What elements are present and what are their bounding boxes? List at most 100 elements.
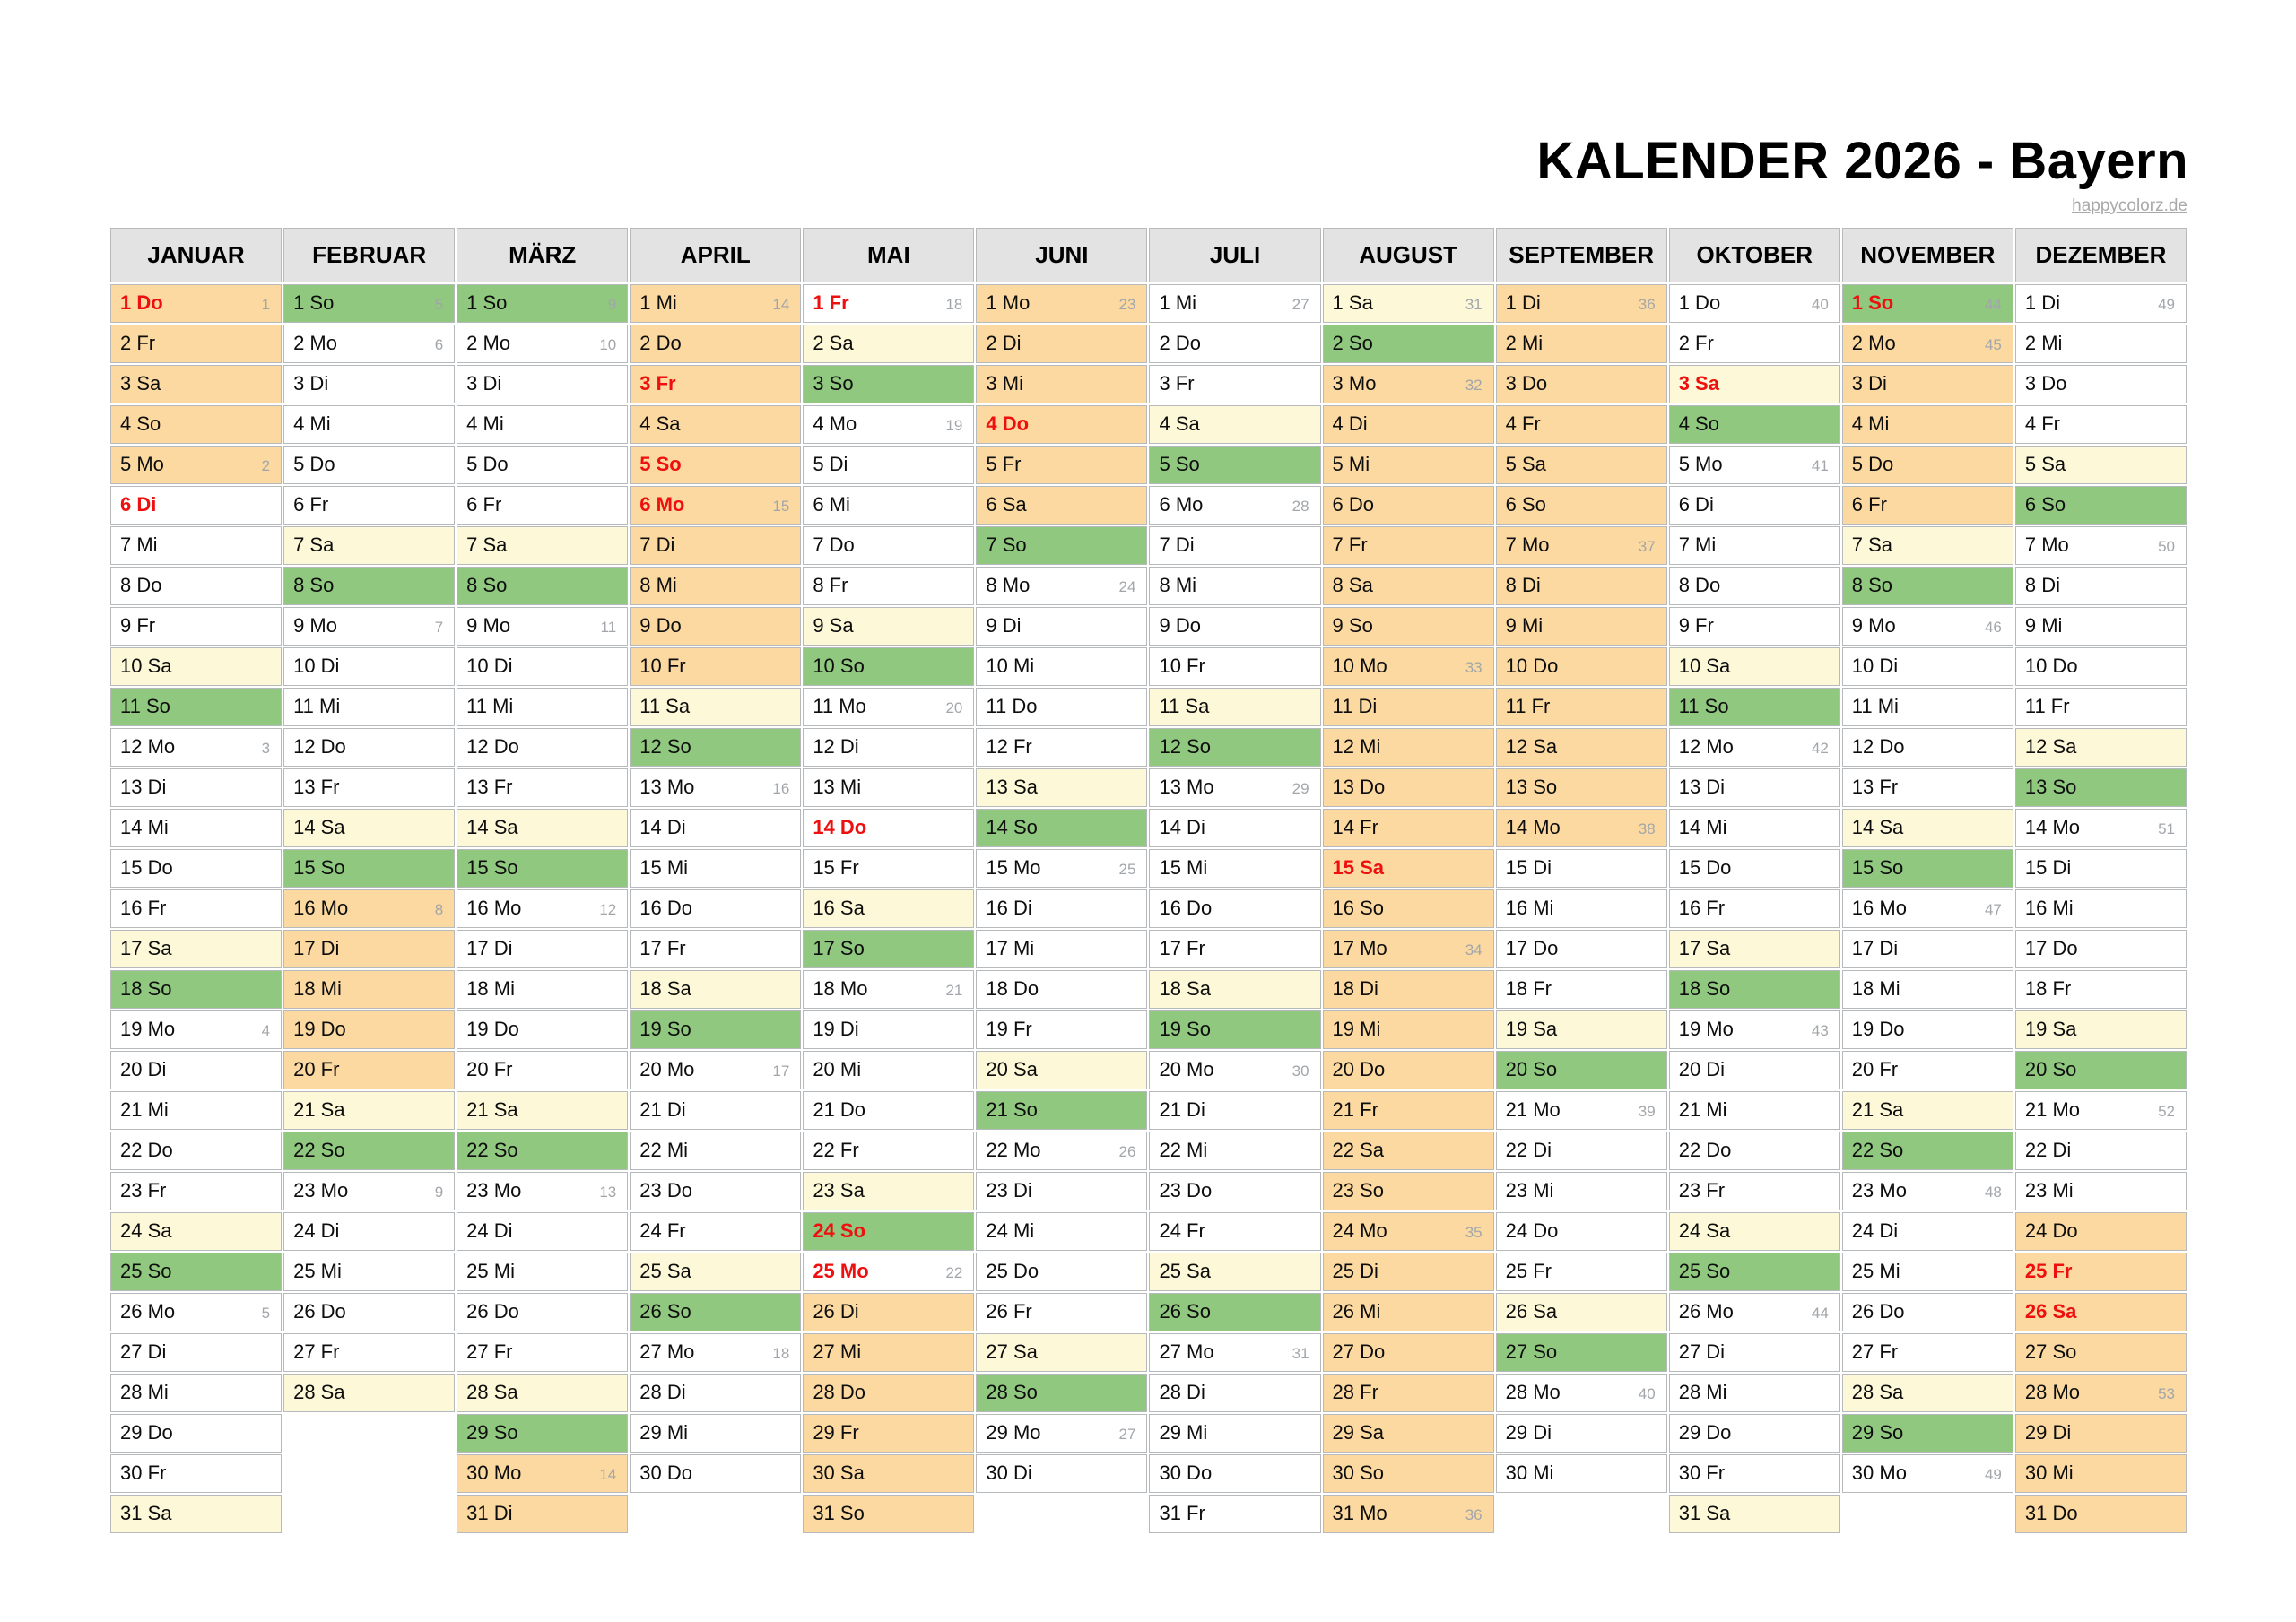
- day-label: 6 Di: [1678, 493, 1714, 516]
- day-cell-märz-19: 19 Do: [457, 1010, 629, 1049]
- day-label: 3 So: [813, 372, 854, 395]
- day-cell-juli-7: 7 Di: [1149, 526, 1321, 565]
- day-label: 17 Di: [293, 937, 340, 959]
- day-cell-märz-28: 28 Sa: [457, 1374, 629, 1412]
- day-cell-februar-12: 12 Do: [283, 728, 456, 767]
- day-cell-juni-18: 18 Do: [976, 970, 1148, 1009]
- day-cell-mai-31: 31 So: [803, 1495, 975, 1533]
- day-label: 22 Fr: [813, 1139, 859, 1161]
- day-cell-märz-1: 1 So 9: [457, 284, 629, 323]
- day-cell-februar-25: 25 Mi: [283, 1253, 456, 1291]
- day-label: 21 Sa: [466, 1098, 518, 1121]
- day-label: 21 Mi: [1678, 1098, 1727, 1121]
- day-label: 22 So: [293, 1139, 345, 1161]
- day-cell-januar-25: 25 So: [110, 1253, 283, 1291]
- day-cell-februar-23: 23 Mo 9: [283, 1172, 456, 1210]
- day-cell-august-1: 1 Sa 31: [1322, 284, 1494, 323]
- day-label: 30 Mo: [1851, 1462, 1907, 1484]
- week-number: 35: [1465, 1224, 1483, 1241]
- day-cell-juni-1: 1 Mo 23: [976, 284, 1148, 323]
- day-cell-juni-23: 23 Di: [976, 1172, 1148, 1210]
- day-cell-september-15: 15 Di: [1495, 849, 1667, 888]
- day-cell-februar-2: 2 Mo 6: [283, 325, 456, 363]
- day-cell-juli-21: 21 Di: [1149, 1091, 1321, 1130]
- day-cell-mai-8: 8 Fr: [803, 567, 975, 605]
- day-cell-november-27: 27 Fr: [1841, 1333, 2013, 1372]
- day-cell-dezember-20: 20 So: [2014, 1051, 2187, 1089]
- week-number: 14: [599, 1466, 617, 1483]
- day-label: 15 So: [466, 856, 518, 879]
- day-cell-oktober-1: 1 Do 40: [1668, 284, 1840, 323]
- day-label: 16 Do: [1159, 897, 1213, 919]
- day-label: 2 Mo: [1851, 332, 1896, 354]
- day-label: 29 Mi: [1159, 1421, 1208, 1444]
- day-cell-januar-8: 8 Do: [110, 567, 283, 605]
- day-cell-juni-2: 2 Di: [976, 325, 1148, 363]
- day-label: 16 Mo: [293, 897, 349, 919]
- week-number: 26: [1118, 1143, 1136, 1160]
- day-label: 2 Mi: [2024, 332, 2063, 354]
- day-cell-september-24: 24 Do: [1495, 1212, 1667, 1251]
- day-cell-september-7: 7 Mo 37: [1495, 526, 1667, 565]
- day-label: 19 Mo: [1678, 1018, 1734, 1040]
- day-cell-april-20: 20 Mo 17: [630, 1051, 802, 1089]
- day-label: 11 So: [1678, 695, 1729, 717]
- day-cell-februar-19: 19 Do: [283, 1010, 456, 1049]
- day-label: 28 Mo: [2024, 1381, 2081, 1403]
- day-cell-november-6: 6 Fr: [1841, 486, 2013, 525]
- day-cell-mai-4: 4 Mo 19: [803, 405, 975, 444]
- day-label: 21 Do: [813, 1098, 866, 1121]
- day-cell-april-14: 14 Di: [630, 809, 802, 847]
- day-cell-januar-21: 21 Mi: [110, 1091, 283, 1130]
- day-cell-april-21: 21 Di: [630, 1091, 802, 1130]
- day-label: 5 Mo: [1678, 453, 1723, 475]
- day-label: 16 Do: [639, 897, 692, 919]
- day-cell-september-20: 20 So: [1495, 1051, 1667, 1089]
- day-cell-februar-17: 17 Di: [283, 930, 456, 968]
- day-cell-april-17: 17 Fr: [630, 930, 802, 968]
- week-number: 15: [772, 498, 790, 515]
- day-label: 6 So: [2024, 493, 2066, 516]
- day-label: 10 Do: [1505, 655, 1559, 677]
- day-label: 9 Mi: [2024, 614, 2063, 637]
- day-label: 19 So: [639, 1018, 691, 1040]
- day-cell-november-29: 29 So: [1841, 1414, 2013, 1453]
- day-label: 1 Sa: [1332, 291, 1373, 314]
- day-cell-januar-20: 20 Di: [110, 1051, 283, 1089]
- day-label: 4 Mi: [293, 412, 331, 435]
- day-cell-september-17: 17 Do: [1495, 930, 1667, 968]
- day-cell-dezember-17: 17 Do: [2014, 930, 2187, 968]
- day-cell-januar-30: 30 Fr: [110, 1454, 283, 1493]
- day-label: 9 So: [1332, 614, 1373, 637]
- day-cell-november-1: 1 So 44: [1841, 284, 2013, 323]
- day-label: 3 Mo: [1332, 372, 1377, 395]
- day-cell-januar-24: 24 Sa: [110, 1212, 283, 1251]
- day-label: 14 Mi: [1678, 816, 1727, 838]
- day-cell-september-27: 27 So: [1495, 1333, 1667, 1372]
- day-label: 22 Di: [2024, 1139, 2072, 1161]
- day-cell-oktober-26: 26 Mo 44: [1668, 1293, 1840, 1331]
- day-label: 16 Mo: [1851, 897, 1907, 919]
- day-cell-mai-14: 14 Do: [803, 809, 975, 847]
- day-cell-mai-16: 16 Sa: [803, 889, 975, 928]
- calendar-row-26: 26 Mo 5 26 Do 26 Do 26 So 26 Di 26 Fr 26 So 26 M…: [110, 1293, 2187, 1331]
- day-label: 16 Sa: [813, 897, 865, 919]
- day-label: 16 Mi: [1505, 897, 1554, 919]
- calendar-row-30: 30 Fr 30 Mo 14 30 Do 30 Sa 30 Di 30 Do 30 So 30 …: [110, 1454, 2187, 1493]
- day-label: 12 Sa: [2024, 735, 2077, 758]
- day-label: 27 Mo: [1159, 1340, 1214, 1363]
- day-cell-dezember-6: 6 So: [2014, 486, 2187, 525]
- calendar-row-23: 23 Fr 23 Mo 9 23 Mo 13 23 Do 23 Sa 23 Di 23 Do 23…: [110, 1172, 2187, 1210]
- day-label: 25 Mi: [1851, 1260, 1900, 1282]
- day-label: 20 Sa: [986, 1058, 1038, 1080]
- day-label: 4 Do: [986, 412, 1030, 435]
- day-cell-oktober-5: 5 Mo 41: [1668, 446, 1840, 484]
- day-label: 21 So: [986, 1098, 1038, 1121]
- week-number: 9: [434, 1184, 444, 1201]
- day-label: 2 Fr: [1678, 332, 1714, 354]
- day-label: 22 So: [466, 1139, 518, 1161]
- day-cell-september-14: 14 Mo 38: [1495, 809, 1667, 847]
- watermark-link[interactable]: happycolorz.de: [2072, 196, 2187, 215]
- day-cell-april-3: 3 Fr: [630, 365, 802, 403]
- day-label: 24 Fr: [1159, 1219, 1205, 1242]
